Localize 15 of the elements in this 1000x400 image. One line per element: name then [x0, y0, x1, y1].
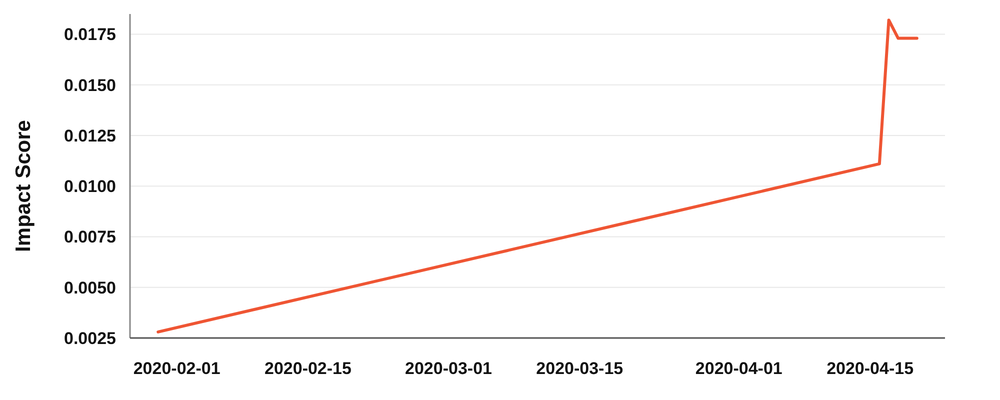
x-tick-label: 2020-03-15: [536, 359, 624, 378]
line-series: [156, 18, 918, 334]
y-tick-label: 0.0175: [64, 25, 116, 44]
x-tick-label: 2020-04-01: [695, 359, 782, 378]
x-tick-label: 2020-02-01: [133, 359, 220, 378]
y-tick-label: 0.0075: [64, 228, 116, 247]
x-tick-label: 2020-02-15: [264, 359, 352, 378]
x-tick-label: 2020-03-01: [405, 359, 492, 378]
y-tick-label: 0.0150: [64, 76, 116, 95]
y-tick-label: 0.0125: [64, 126, 116, 146]
y-tick-label: 0.0025: [64, 328, 116, 348]
y-tick-label: 0.0100: [64, 177, 116, 196]
y-tick-label: 0.0050: [64, 278, 116, 298]
y-axis-title: Impact Score: [12, 120, 35, 252]
x-tick-label: 2020-04-15: [826, 359, 914, 378]
